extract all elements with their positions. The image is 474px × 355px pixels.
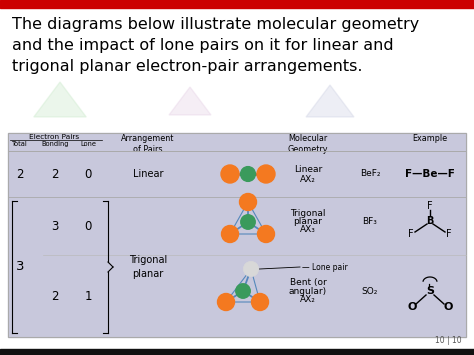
Bar: [0, 349, 474, 355]
Text: AX₃: AX₃: [300, 225, 316, 235]
Text: O: O: [407, 302, 417, 312]
Text: angular): angular): [289, 286, 327, 295]
Text: F: F: [446, 229, 452, 239]
Text: Total: Total: [12, 141, 28, 147]
Text: AX₂: AX₂: [300, 295, 316, 304]
Circle shape: [241, 215, 255, 229]
Bar: [0, 0, 474, 8]
Text: F: F: [408, 229, 414, 239]
Text: Bonding: Bonding: [41, 141, 69, 147]
Text: Arrangement
of Pairs: Arrangement of Pairs: [121, 134, 175, 154]
Text: SO₂: SO₂: [362, 288, 378, 296]
Bar: [8, 133, 466, 337]
Text: 3: 3: [51, 219, 59, 233]
Text: 3: 3: [16, 261, 24, 273]
Circle shape: [236, 284, 250, 298]
Text: Trigonal
planar: Trigonal planar: [129, 255, 167, 279]
Text: Molecular
Geometry: Molecular Geometry: [288, 134, 328, 154]
Text: BeF₂: BeF₂: [360, 169, 380, 179]
Text: Linear: Linear: [133, 169, 163, 179]
Circle shape: [257, 165, 275, 183]
Circle shape: [218, 294, 235, 311]
Circle shape: [221, 165, 239, 183]
Circle shape: [252, 294, 268, 311]
Bar: [8, 133, 466, 337]
Text: O: O: [443, 302, 453, 312]
Text: 2: 2: [51, 289, 59, 302]
Text: 0: 0: [84, 219, 91, 233]
Text: F—Be—F: F—Be—F: [405, 169, 455, 179]
Text: 2: 2: [51, 168, 59, 180]
Circle shape: [243, 261, 259, 277]
Text: The diagrams below illustrate molecular geometry
and the impact of lone pairs on: The diagrams below illustrate molecular …: [12, 17, 419, 74]
Text: 0: 0: [84, 168, 91, 180]
Text: BF₃: BF₃: [363, 218, 377, 226]
Text: Example: Example: [412, 134, 447, 143]
Text: Bent (or: Bent (or: [290, 279, 327, 288]
Text: 10 | 10: 10 | 10: [436, 336, 462, 345]
Text: Lone: Lone: [80, 141, 96, 147]
Text: F: F: [427, 201, 433, 211]
Text: 2: 2: [16, 168, 24, 180]
Text: Trigonal: Trigonal: [290, 209, 326, 218]
Text: S: S: [426, 286, 434, 296]
Polygon shape: [34, 82, 86, 117]
Text: 1: 1: [84, 289, 92, 302]
Text: AX₂: AX₂: [300, 175, 316, 184]
Circle shape: [241, 166, 255, 181]
Text: — Lone pair: — Lone pair: [302, 262, 348, 272]
Circle shape: [257, 225, 274, 242]
Circle shape: [239, 193, 256, 211]
Circle shape: [221, 225, 238, 242]
Polygon shape: [306, 85, 354, 117]
Text: Electron Pairs: Electron Pairs: [29, 134, 79, 140]
Text: Linear: Linear: [294, 164, 322, 174]
Text: planar: planar: [293, 218, 322, 226]
Polygon shape: [169, 87, 211, 115]
Text: B: B: [426, 216, 434, 226]
